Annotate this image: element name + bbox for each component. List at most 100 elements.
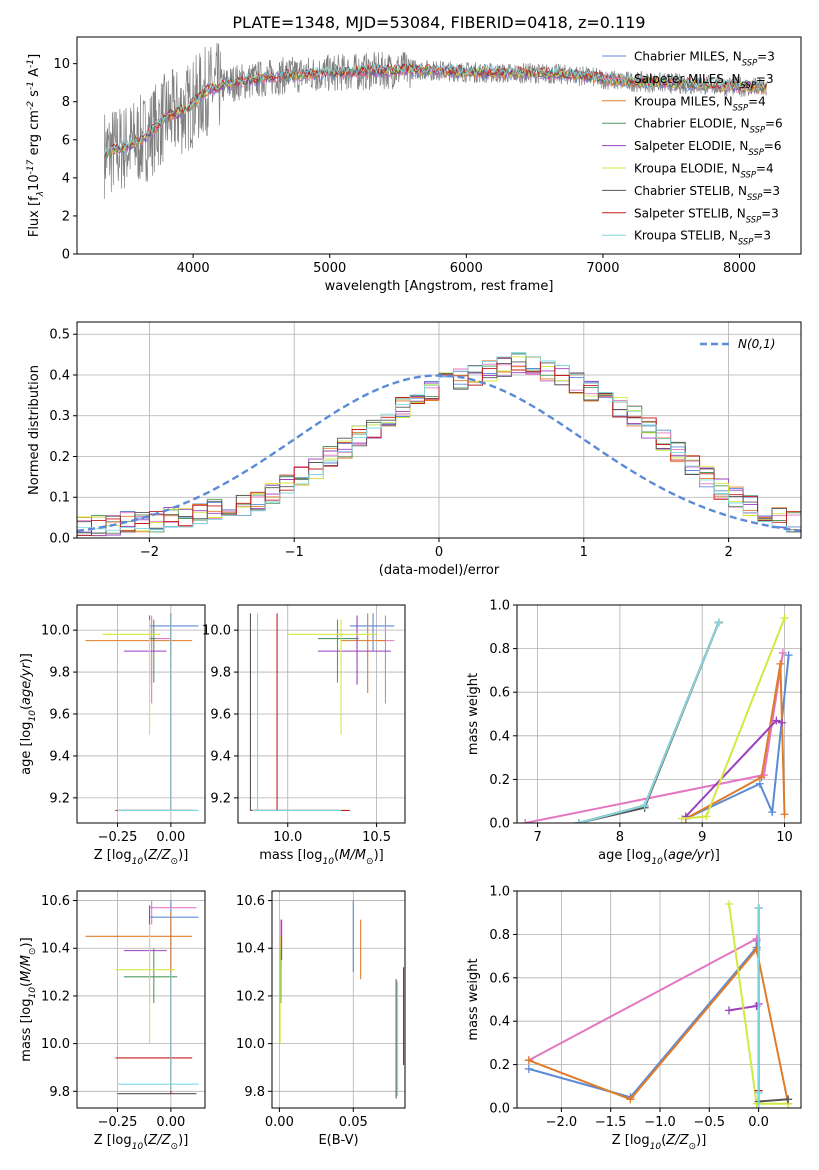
label-segment: s bbox=[27, 90, 42, 101]
x-tick-label: 0 bbox=[435, 545, 443, 560]
y-tick-label: 4 bbox=[62, 171, 70, 186]
weight-line bbox=[578, 622, 720, 823]
label-segment: SSP bbox=[741, 170, 757, 180]
label-segment: 10 bbox=[650, 1142, 662, 1152]
y-tick-label: 0 bbox=[62, 248, 70, 263]
x-tick-label: −1.5 bbox=[595, 1115, 627, 1130]
label-segment: age [log bbox=[598, 848, 651, 863]
label-segment: SSP bbox=[733, 102, 749, 112]
legend-label: Salpeter ELODIE, NSSP=6 bbox=[634, 139, 782, 157]
x-tick-label: 0.0 bbox=[748, 1115, 769, 1130]
label-segment: M/M bbox=[339, 848, 366, 863]
label-segment: (0,1) bbox=[747, 337, 775, 351]
legend-label: Chabrier STELIB, NSSP=3 bbox=[634, 184, 780, 202]
x-tick-label: 6000 bbox=[450, 261, 483, 276]
y-tick-label: 9.4 bbox=[210, 749, 231, 764]
weight-marker bbox=[714, 618, 723, 627]
label-segment: 10 bbox=[322, 857, 334, 867]
label-segment: Kroupa MILES, N bbox=[634, 94, 733, 108]
label-segment: SSP bbox=[742, 58, 758, 68]
y-tick-label: 1.0 bbox=[489, 599, 510, 614]
weight-marker bbox=[780, 614, 789, 623]
label-segment: Z/Z bbox=[147, 1133, 171, 1148]
x-tick-label: 7 bbox=[533, 830, 541, 845]
y-axis-label: mass weight bbox=[466, 958, 481, 1040]
label-segment: age/yr bbox=[19, 662, 34, 705]
label-segment: )] bbox=[19, 937, 34, 947]
label-segment: )] bbox=[710, 848, 720, 863]
legend-label: Chabrier ELODIE, NSSP=6 bbox=[634, 117, 783, 135]
weight-marker bbox=[524, 1064, 533, 1073]
weight-line bbox=[525, 652, 784, 823]
label-segment: 10 bbox=[132, 1142, 144, 1152]
label-segment: λ bbox=[36, 191, 46, 197]
plot-area bbox=[85, 900, 199, 1095]
label-segment: -1 bbox=[26, 81, 36, 90]
axes-frame bbox=[516, 890, 802, 1109]
weight-marker bbox=[772, 716, 781, 725]
panel-z-age: −0.25 0.009.29.49.69.810.0Z [log10(Z/Z⊙)]… bbox=[19, 604, 206, 867]
legend-label: N(0,1) bbox=[738, 337, 775, 351]
x-axis-label: Z [log10(Z/Z⊙)] bbox=[94, 848, 189, 867]
y-tick-label: 0.4 bbox=[489, 1015, 510, 1030]
x-tick-label: −0.25 bbox=[98, 1115, 138, 1130]
label-segment: Z [log bbox=[612, 1133, 650, 1148]
weight-line bbox=[528, 937, 758, 1062]
label-segment: ⊙ bbox=[28, 947, 38, 955]
panel-z-mass: −0.25 0.009.810.010.210.410.6Z [log10(Z/Z… bbox=[19, 890, 206, 1152]
y-tick-label: 10.2 bbox=[236, 989, 265, 1004]
label-segment: )] bbox=[178, 1133, 188, 1148]
label-segment: mass weight bbox=[466, 958, 481, 1040]
y-tick-label: 0.3 bbox=[49, 409, 70, 424]
x-tick-label: 8000 bbox=[723, 261, 756, 276]
weight-marker bbox=[780, 810, 789, 819]
y-axis-label: Flux [fλ10-17 erg cm-2 s-1 A-1] bbox=[26, 54, 46, 237]
plot-area bbox=[279, 900, 405, 1099]
weight-marker bbox=[640, 801, 649, 810]
legend-label: Kroupa STELIB, NSSP=3 bbox=[634, 229, 771, 247]
label-segment: wavelength [Angstrom, rest frame] bbox=[325, 279, 554, 294]
label-segment: ( bbox=[334, 848, 339, 863]
label-segment: SSP bbox=[738, 237, 754, 247]
label-segment: Salpeter MILES, N bbox=[634, 72, 741, 86]
y-tick-label: 0.2 bbox=[49, 450, 70, 465]
weight-marker bbox=[778, 718, 787, 727]
label-segment: SSP bbox=[746, 214, 762, 224]
axes-frame bbox=[76, 890, 206, 1109]
weight-marker bbox=[776, 659, 785, 668]
axes-frame bbox=[76, 321, 802, 539]
x-tick-label: 8 bbox=[616, 830, 624, 845]
label-segment: Salpeter ELODIE, N bbox=[634, 139, 748, 153]
label-segment: ( bbox=[19, 705, 34, 710]
x-tick-label: 10.5 bbox=[362, 830, 391, 845]
label-segment: (data-model)/error bbox=[379, 563, 500, 578]
label-segment: ⊙ bbox=[689, 1142, 697, 1152]
y-tick-label: 6 bbox=[62, 133, 70, 148]
x-tick-label: 2 bbox=[724, 545, 732, 560]
weight-marker bbox=[768, 808, 777, 817]
label-segment: Chabrier ELODIE, N bbox=[634, 117, 750, 131]
axes-frame bbox=[237, 604, 406, 824]
x-tick-label: 5000 bbox=[313, 261, 346, 276]
label-segment: age [log bbox=[19, 722, 34, 775]
y-tick-label: 0.0 bbox=[49, 532, 70, 547]
label-segment: =3 bbox=[757, 50, 775, 64]
weight-line bbox=[685, 654, 790, 820]
label-segment: =4 bbox=[756, 162, 774, 176]
x-tick-label: 10 bbox=[776, 830, 793, 845]
panel-mass-age: 10.0 10.5 9.2 9.4 9.6 9.8 10.0 mass [log10(M/M⊙… bbox=[202, 604, 406, 867]
x-tick-label: −1.0 bbox=[644, 1115, 676, 1130]
label-segment: ] bbox=[27, 54, 42, 59]
plot-area bbox=[524, 900, 793, 1108]
label-segment: =3 bbox=[762, 184, 780, 198]
label-segment: =6 bbox=[764, 139, 782, 153]
weight-marker bbox=[725, 1006, 734, 1015]
x-axis-label: E(B-V) bbox=[318, 1133, 358, 1148]
label-segment: Z [log bbox=[94, 1133, 132, 1148]
y-tick-label: 10.4 bbox=[41, 942, 70, 957]
y-axis-label: age [log10(age/yr)] bbox=[19, 653, 38, 775]
y-tick-label: 9.8 bbox=[49, 666, 70, 681]
y-tick-label: 0.4 bbox=[49, 368, 70, 383]
label-segment: ⊙ bbox=[171, 1142, 179, 1152]
